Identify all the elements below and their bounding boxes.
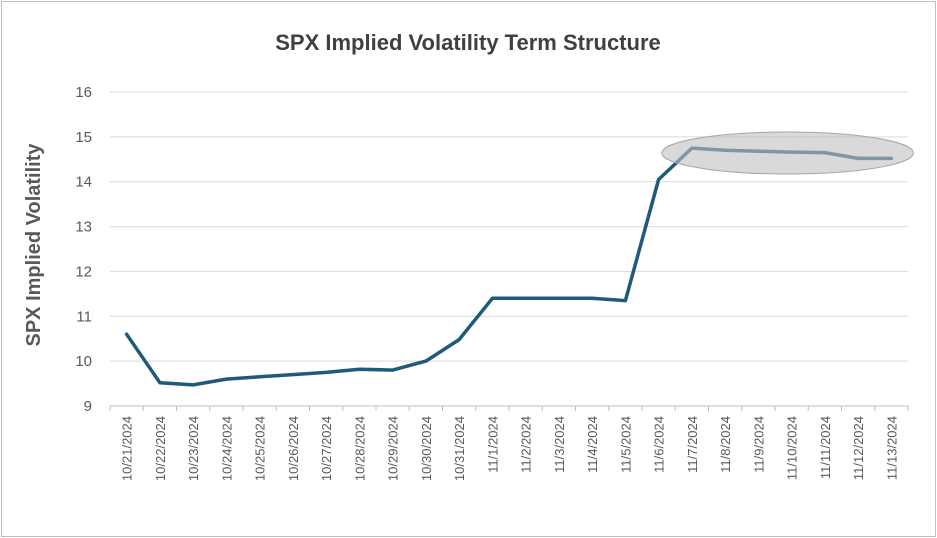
x-tick-label: 10/30/2024: [419, 416, 434, 481]
y-tick-label: 12: [75, 263, 92, 280]
x-tick-label: 11/9/2024: [751, 416, 766, 473]
y-tick-label: 10: [75, 353, 92, 370]
x-tick-label: 10/28/2024: [352, 416, 367, 481]
y-tick-label: 13: [75, 219, 92, 236]
y-tick-label: 15: [75, 129, 92, 146]
x-tick-label: 11/5/2024: [618, 416, 633, 473]
x-tick-label: 10/24/2024: [219, 416, 234, 481]
y-tick-label: 9: [84, 398, 92, 415]
y-axis-title: SPX Implied Volatility: [23, 143, 45, 347]
x-tick-label: 11/12/2024: [851, 416, 866, 480]
series-line: [124, 146, 894, 387]
y-tick-label: 11: [76, 308, 92, 325]
x-tick-label: 11/11/2024: [818, 416, 833, 479]
y-axis-ticks: 9 10 11 12 13 14 15 16: [75, 84, 92, 415]
highlight-layer: [661, 131, 914, 175]
x-tick-label: 11/8/2024: [718, 416, 733, 473]
x-tick-label: 11/7/2024: [685, 416, 700, 473]
y-tick-label: 14: [75, 174, 92, 191]
y-tick-label: 16: [75, 84, 92, 101]
x-tick-label: 10/26/2024: [286, 416, 301, 481]
x-tick-label: 11/2/2024: [519, 416, 534, 473]
x-tick-label: 10/29/2024: [386, 416, 401, 481]
x-tick-label: 10/27/2024: [319, 416, 334, 481]
x-tick-label: 11/6/2024: [652, 416, 667, 473]
x-tick-label: 10/21/2024: [120, 416, 135, 481]
highlight-ellipse: [661, 131, 914, 175]
x-tick-label: 10/23/2024: [186, 416, 201, 481]
x-tick-label: 10/22/2024: [153, 416, 168, 481]
x-tick-label: 11/1/2024: [485, 416, 500, 473]
x-tick-label: 11/10/2024: [785, 416, 800, 480]
x-tick-label: 11/4/2024: [585, 416, 600, 473]
series-layer: [124, 146, 894, 387]
x-tick-label: 11/3/2024: [552, 416, 567, 473]
x-axis-ticks: 10/21/2024 10/22/2024 10/23/2024 10/24/2024…: [109, 406, 909, 481]
x-tick-label: 11/13/2024: [884, 416, 899, 480]
x-tick-label: 10/31/2024: [452, 416, 467, 481]
x-tick-label: 10/25/2024: [253, 416, 268, 481]
chart-title: SPX Implied Volatility Term Structure: [275, 30, 661, 55]
